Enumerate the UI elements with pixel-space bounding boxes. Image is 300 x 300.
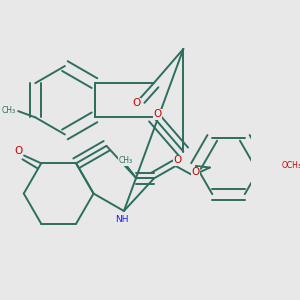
- Text: O: O: [173, 155, 182, 165]
- Text: O: O: [153, 109, 162, 119]
- Text: O: O: [191, 167, 200, 177]
- Text: CH₃: CH₃: [2, 106, 16, 115]
- Text: NH: NH: [116, 215, 129, 224]
- Text: O: O: [14, 146, 22, 156]
- Text: O: O: [133, 98, 141, 108]
- Text: OCH₃: OCH₃: [281, 161, 300, 170]
- Text: CH₃: CH₃: [118, 156, 133, 165]
